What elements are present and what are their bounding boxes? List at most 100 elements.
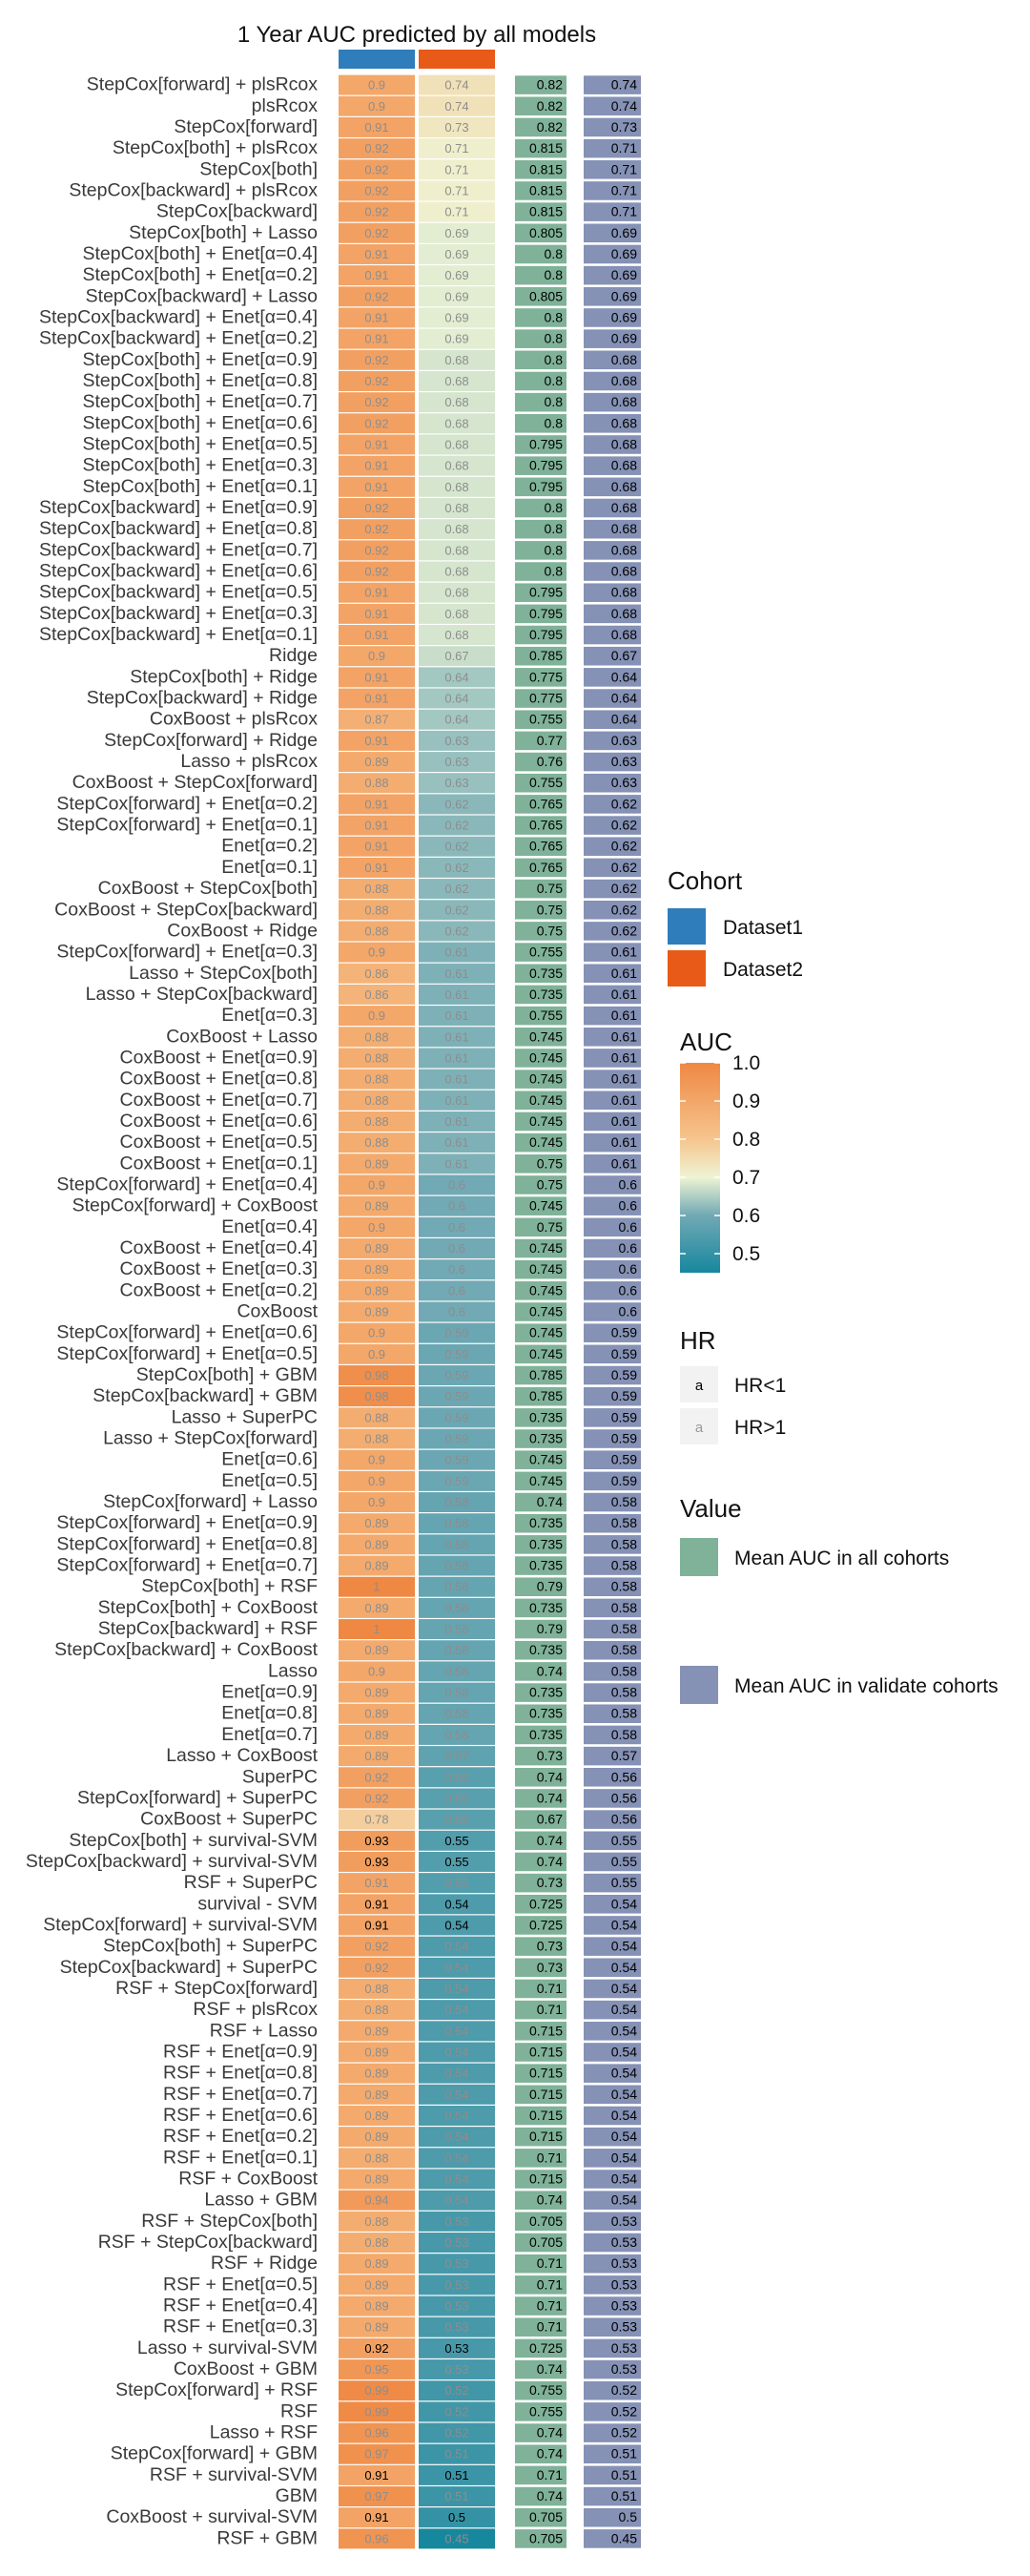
heat-cell-label-dataset2: 0.71	[444, 162, 468, 177]
heat-cell-label-dataset1: 0.91	[364, 628, 388, 642]
heat-cell-dataset2	[419, 773, 495, 794]
heat-cell-label-dataset1: 0.89	[364, 2067, 388, 2081]
heat-cell-label-dataset1: 0.91	[364, 2468, 388, 2483]
heat-cell-dataset2	[419, 2359, 495, 2380]
heat-cell-dataset1	[339, 138, 415, 159]
heat-cell-label-dataset2: 0.62	[444, 861, 468, 875]
model-label: RSF + Enet[α=0.4]	[163, 2296, 318, 2316]
heat-cell-dataset1	[339, 2359, 415, 2380]
heat-cell-dataset2	[419, 900, 495, 921]
heat-cell-label-dataset1: 0.88	[364, 903, 388, 917]
mean-auc-validate-label: 0.58	[611, 1494, 637, 1509]
mean-auc-all-label: 0.815	[529, 204, 563, 219]
heat-cell-label-dataset1: 0.9	[368, 1453, 385, 1467]
model-label: GBM	[276, 2485, 318, 2506]
heat-cell-dataset2	[419, 2337, 495, 2358]
mean-auc-all-label: 0.77	[537, 733, 563, 748]
model-label: Enet[α=0.7]	[221, 1724, 318, 1745]
heat-cell-dataset1	[339, 1619, 415, 1640]
mean-auc-all-label: 0.745	[529, 1473, 563, 1488]
mean-auc-all-bar	[515, 392, 566, 412]
mean-auc-all-label: 0.8	[545, 267, 564, 282]
mean-auc-validate-bar	[584, 202, 641, 221]
mean-auc-validate-bar	[584, 2106, 641, 2126]
heat-cell-label-dataset2: 0.69	[444, 332, 468, 346]
heat-cell-dataset2	[419, 1027, 495, 1048]
mean-auc-validate-label: 0.51	[611, 2467, 637, 2483]
mean-auc-validate-bar	[584, 1111, 641, 1132]
mean-auc-validate-label: 0.69	[611, 309, 637, 324]
mean-auc-validate-label: 0.68	[611, 542, 637, 557]
mean-auc-all-label: 0.815	[529, 182, 563, 197]
heatmap-cells: 0.9 0.740.9 0.740.91 0.730.92 0.710.92 0.710.…	[339, 74, 495, 2549]
heat-cell-dataset2	[419, 1746, 495, 1767]
mean-auc-validate-bar	[584, 1746, 641, 1766]
heat-cell-dataset1	[339, 370, 415, 391]
mean-auc-all-bar	[515, 138, 566, 158]
model-label: StepCox[both] + plsRcox	[113, 137, 318, 158]
heat-cell-label-dataset2: 0.6	[448, 1199, 465, 1214]
model-label: CoxBoost + Enet[α=0.2]	[120, 1279, 318, 1300]
mean-auc-validate-bar	[584, 2529, 641, 2548]
legend: Cohort Dataset1 Dataset2 AUC 1.0 0.9 0.8 0.7…	[668, 866, 999, 1704]
heat-cell-label-dataset1: 0.9	[368, 78, 385, 93]
hr-swatch	[680, 1408, 718, 1444]
heat-cell-dataset1	[339, 646, 415, 667]
mean-auc-all-label: 0.71	[537, 2298, 563, 2314]
heat-cell-label-dataset1: 0.92	[364, 226, 388, 240]
model-label: StepCox[both] + CoxBoost	[98, 1597, 319, 1618]
heat-cell-dataset1	[339, 2127, 415, 2148]
heat-cell-dataset1	[339, 2337, 415, 2358]
mean-auc-all-label: 0.74	[537, 1769, 563, 1784]
mean-auc-all-bar	[515, 414, 566, 433]
heat-cell-dataset2	[419, 625, 495, 646]
heat-cell-label-dataset2: 0.53	[444, 2320, 468, 2335]
heat-cell-label-dataset1: 0.92	[364, 1770, 388, 1784]
heat-cell-label-dataset1: 0.88	[364, 924, 388, 938]
mean-auc-all-label: 0.725	[529, 2340, 563, 2356]
heat-cell-label-dataset2: 0.63	[444, 755, 468, 769]
mean-auc-validate-label: 0.69	[611, 246, 637, 261]
cohort-label-dataset2: Dataset2	[723, 959, 803, 981]
heat-cell-label-dataset1: 0.91	[364, 310, 388, 324]
heat-cell-label-dataset1: 0.89	[364, 2045, 388, 2059]
mean-auc-all-bar	[515, 2170, 566, 2189]
heat-cell-label-dataset2: 0.53	[444, 2277, 468, 2292]
heat-cell-label-dataset1: 0.89	[364, 1262, 388, 1277]
mean-auc-validate-bar	[584, 985, 641, 1005]
model-label: SuperPC	[242, 1766, 318, 1787]
heat-cell-label-dataset2: 0.58	[444, 1622, 468, 1636]
heat-cell-dataset1	[339, 625, 415, 646]
heat-cell-dataset2	[419, 709, 495, 730]
heat-cell-label-dataset2: 0.59	[444, 1389, 468, 1403]
heat-cell-label-dataset2: 0.62	[444, 840, 468, 854]
heat-cell-dataset1	[339, 1090, 415, 1111]
model-label: StepCox[both] + Enet[α=0.1]	[82, 476, 318, 497]
mean-auc-all-label: 0.725	[529, 1896, 563, 1911]
mean-auc-validate-label: 0.74	[611, 77, 637, 93]
mean-auc-validate-label: 0.71	[611, 161, 637, 177]
heat-cell-dataset2	[419, 2063, 495, 2084]
heat-cell-label-dataset2: 0.59	[444, 1326, 468, 1340]
heat-cell-label-dataset2: 0.58	[444, 1664, 468, 1678]
heat-cell-label-dataset2: 0.69	[444, 247, 468, 261]
heat-cell-dataset2	[419, 1216, 495, 1237]
heat-cell-dataset2	[419, 1322, 495, 1343]
model-label: RSF + Enet[α=0.6]	[163, 2105, 318, 2126]
heat-cell-dataset1	[339, 836, 415, 857]
mean-auc-all-label: 0.73	[537, 1939, 563, 1954]
heat-cell-label-dataset1: 0.93	[364, 1855, 388, 1869]
mean-auc-all-bar	[515, 2507, 566, 2527]
mean-auc-validate-label: 0.6	[619, 1304, 638, 1319]
mean-auc-all-bar	[515, 1789, 566, 1808]
model-label: StepCox[both] + RSF	[141, 1576, 318, 1597]
mean-auc-validate-bar	[584, 2149, 641, 2168]
mean-auc-all-bar	[515, 75, 566, 94]
mean-auc-validate-label: 0.54	[611, 1896, 637, 1911]
mean-auc-all-label: 0.745	[529, 1113, 563, 1129]
mean-auc-all-label: 0.735	[529, 1706, 563, 1721]
heat-cell-label-dataset1: 0.92	[364, 1791, 388, 1805]
mean-auc-validate-bar	[584, 96, 641, 116]
mean-auc-all-label: 0.735	[529, 1685, 563, 1700]
mean-auc-all-label: 0.75	[537, 1219, 563, 1235]
